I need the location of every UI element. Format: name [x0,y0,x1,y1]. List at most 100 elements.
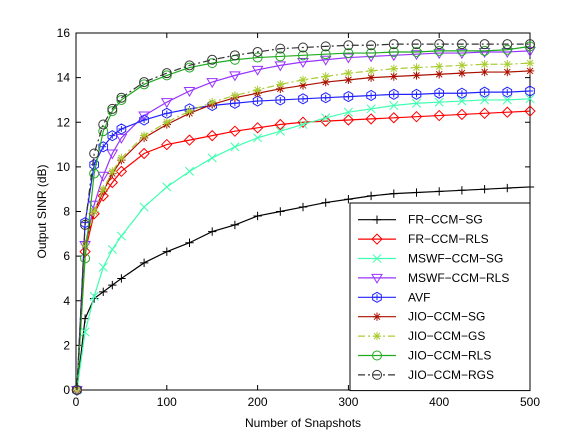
data-point-marker [366,48,377,59]
data-point-marker [108,280,117,290]
data-point-marker [343,40,354,51]
axis-ticks: 0 100 200 300 400 500 0 2 4 6 8 10 12 14 16 [57,26,541,409]
data-point-marker [321,113,331,123]
data-point-marker [412,63,421,72]
data-point-marker [97,190,109,202]
data-point-marker [388,39,399,50]
data-point-marker [139,79,150,90]
data-point-marker [80,253,91,264]
data-point-marker [436,90,443,97]
data-point-marker [88,208,100,220]
data-point-marker [230,97,240,109]
y-axis-label: Output SINR (dB) [35,164,49,258]
x-tick-label: 500 [520,395,540,409]
series-7 [71,41,535,395]
data-point-marker [183,134,196,146]
data-point-marker [80,219,91,230]
series-1 [71,105,536,396]
data-point-marker [503,67,512,77]
data-point-marker [525,66,535,76]
legend-label: JIO−CCM−RGS [408,368,494,382]
data-point-marker [100,143,107,150]
data-point-marker [525,85,535,97]
data-point-marker [253,211,262,221]
data-point-marker [457,87,467,99]
data-point-marker [433,49,446,60]
data-point-marker [503,60,512,69]
data-point-marker [298,42,308,53]
data-point-marker [478,107,491,120]
data-point-marker [252,95,263,107]
data-point-marker [388,112,400,124]
data-point-marker [434,45,445,56]
data-point-marker [207,54,218,65]
data-point-marker [410,110,423,123]
data-point-marker [139,258,149,268]
y-tick-label: 4 [63,294,70,308]
data-point-marker [106,149,119,160]
legend-label: FR−CCM−RLS [408,232,489,246]
data-point-marker [139,202,149,212]
data-point-marker [298,75,308,85]
data-point-marker [89,148,100,159]
data-point-marker [230,142,240,152]
data-point-marker [89,291,99,301]
y-tick-label: 14 [57,71,71,85]
data-point-marker [183,87,196,97]
x-tick-label: 400 [429,395,449,409]
data-point-marker [230,220,240,230]
data-point-marker [433,109,445,122]
data-point-marker [371,273,383,284]
data-point-marker [274,118,287,131]
data-point-marker [389,189,398,198]
data-point-marker [372,312,382,321]
data-point-marker [456,39,467,50]
data-point-marker [251,122,264,134]
data-point-marker [434,39,445,50]
x-tick-label: 300 [338,395,358,409]
series-line [76,90,531,391]
data-point-marker [139,77,150,88]
data-point-marker [208,227,217,236]
data-point-marker [184,166,195,176]
y-tick-label: 12 [57,115,71,129]
data-point-marker [89,168,100,179]
data-point-marker [117,153,126,163]
series-lines [71,39,536,396]
data-point-marker [207,153,217,163]
data-point-marker [162,182,172,192]
y-tick-label: 6 [63,249,70,263]
data-point-marker [97,171,110,182]
data-point-marker [297,58,309,68]
data-point-marker [251,65,264,76]
legend-label: JIO−CCM−GS [408,329,485,343]
data-point-marker [321,198,330,207]
data-point-marker [107,244,117,254]
data-point-marker [525,94,535,104]
data-point-marker [458,90,465,97]
data-point-marker [366,73,376,82]
legend-label: JIO−CCM−SG [408,310,485,324]
legend: FR−CCM−SG FR−CCM−RLS MSWF−CCM−SG MSWF−CCM−R… [349,202,531,392]
data-point-marker [206,78,219,89]
legend-entry: FR−CCM−RLS [358,232,489,246]
data-point-marker [80,327,90,337]
data-point-marker [185,238,194,247]
data-point-marker [480,67,489,77]
data-point-marker [525,182,535,192]
data-point-marker [368,92,375,99]
data-point-marker [412,71,421,80]
legend-entry: MSWF−CCM−SG [358,252,503,266]
data-point-marker [388,46,399,57]
data-point-marker [99,287,108,297]
data-point-marker [274,61,287,72]
data-point-marker [89,207,99,216]
legend-entry: JIO−CCM−RGS [358,368,494,382]
data-point-marker [343,91,354,103]
data-point-marker [320,92,331,104]
data-point-marker [344,195,353,204]
data-point-marker [345,93,352,100]
y-tick-label: 10 [57,160,71,174]
data-point-marker [118,125,125,132]
data-point-marker [162,118,171,127]
